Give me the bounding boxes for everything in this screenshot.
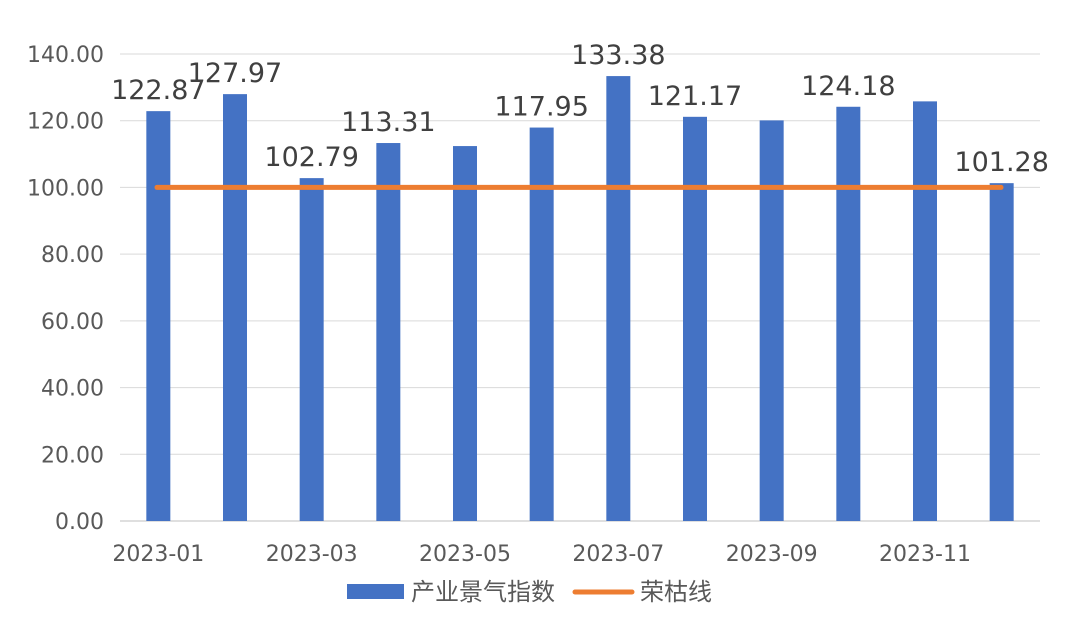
bar <box>146 111 171 522</box>
bar-series <box>146 76 1014 522</box>
x-tick-label: 2023-09 <box>726 542 818 567</box>
bar <box>223 94 247 522</box>
x-tick-label: 2023-05 <box>419 542 511 567</box>
y-tick-label: 100.00 <box>27 176 104 201</box>
x-tick-label: 2023-11 <box>879 542 971 567</box>
y-axis-ticks: 0.00 20.00 40.00 60.00 80.00 100.00 120.00 140.… <box>27 43 104 535</box>
data-label: 122.87 <box>111 75 205 106</box>
x-tick-label: 2023-01 <box>112 542 204 567</box>
bar <box>299 178 324 521</box>
legend: 产业景气指数 荣枯线 <box>347 578 712 606</box>
bar <box>989 183 1014 521</box>
y-tick-label: 20.00 <box>41 443 104 468</box>
x-tick-label: 2023-03 <box>266 542 358 567</box>
legend-label-line: 荣枯线 <box>640 578 712 606</box>
gridlines <box>120 53 1040 522</box>
data-label: 102.79 <box>264 142 358 173</box>
legend-swatch-bar <box>347 584 404 599</box>
bar <box>836 106 861 522</box>
data-label: 121.17 <box>648 81 742 112</box>
bar <box>683 116 707 522</box>
data-label: 127.97 <box>188 58 282 89</box>
y-tick-label: 0.00 <box>55 510 104 535</box>
legend-label-bar: 产业景气指数 <box>411 578 555 606</box>
x-tick-label: 2023-07 <box>572 542 664 567</box>
y-tick-label: 120.00 <box>27 110 104 135</box>
data-label: 101.28 <box>954 147 1048 178</box>
bar <box>453 146 477 521</box>
bar <box>913 101 937 522</box>
y-tick-label: 60.00 <box>41 310 104 335</box>
bar <box>759 120 784 522</box>
data-label: 124.18 <box>801 71 895 102</box>
data-label: 113.31 <box>341 107 435 138</box>
bar <box>376 143 401 521</box>
x-axis-ticks: 2023-01 2023-03 2023-05 2023-07 2023-09 2023-… <box>112 542 971 567</box>
y-tick-label: 40.00 <box>41 377 104 402</box>
data-label: 133.38 <box>571 40 665 71</box>
bar <box>606 76 631 521</box>
data-label: 117.95 <box>494 92 588 123</box>
bar <box>529 127 554 522</box>
y-tick-label: 80.00 <box>41 243 104 268</box>
y-tick-label: 140.00 <box>27 43 104 68</box>
